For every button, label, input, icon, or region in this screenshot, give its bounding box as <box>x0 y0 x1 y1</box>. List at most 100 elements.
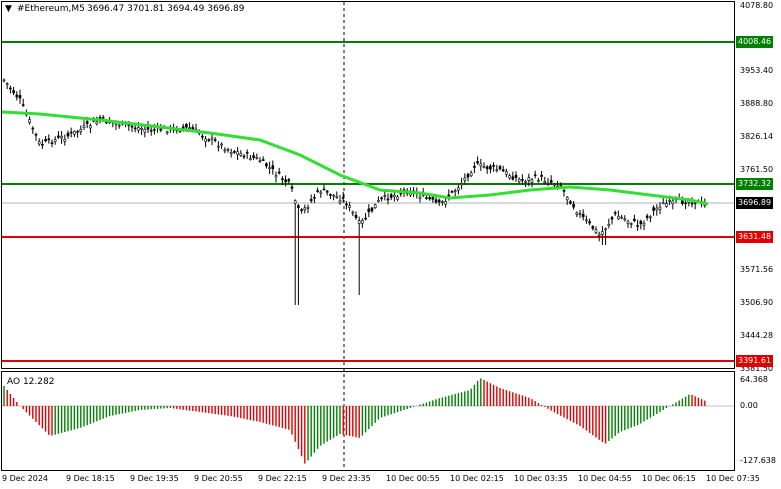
candle-body <box>348 205 351 208</box>
candle-body <box>665 203 668 207</box>
price-axis-label: 3888.80 <box>740 99 774 108</box>
price-axis-label: 3761.50 <box>740 165 774 174</box>
candle-body <box>629 223 633 225</box>
candle-body <box>645 215 649 218</box>
candle-body <box>245 151 249 154</box>
candle-body <box>572 203 575 208</box>
candle-body <box>188 127 191 130</box>
candle-body <box>444 201 447 205</box>
candle-body <box>364 217 367 220</box>
candle-body <box>149 129 153 132</box>
candle-body <box>604 228 607 231</box>
candle-body <box>585 219 588 222</box>
candle-body <box>479 163 483 167</box>
candlestick-series <box>2 78 707 305</box>
candle-body <box>613 212 617 214</box>
ao-axis-label: 64.368 <box>740 375 768 384</box>
candle-body <box>681 200 684 204</box>
candle-body <box>82 125 86 128</box>
time-axis-label: 10 Dec 06:15 <box>642 474 696 483</box>
candle-body <box>620 216 623 219</box>
price-axis-label: 4078.80 <box>740 1 774 10</box>
price-axis-label: 3571.56 <box>740 265 774 274</box>
candle-body <box>485 166 489 170</box>
candle-body <box>290 186 294 189</box>
candle-body <box>85 121 89 124</box>
candle-body <box>140 128 143 130</box>
candle-body <box>594 229 598 233</box>
candle-body <box>457 187 460 191</box>
candle-body <box>153 129 156 131</box>
candle-body <box>274 175 278 178</box>
candle-body <box>325 190 329 193</box>
time-axis-label: 10 Dec 07:35 <box>706 474 760 483</box>
candle-body <box>498 166 502 170</box>
candle-body <box>89 125 92 129</box>
time-axis-label: 10 Dec 00:55 <box>386 474 440 483</box>
candle-body <box>361 220 364 224</box>
candle-body <box>437 199 441 203</box>
level-tag-3391: 3391.61 <box>736 355 774 367</box>
candle-body <box>610 217 614 220</box>
candle-body <box>460 183 463 186</box>
time-axis-label: 9 Dec 18:15 <box>66 474 115 483</box>
price-pane[interactable] <box>1 1 735 369</box>
candle-body <box>319 191 323 194</box>
candle-body <box>284 179 287 183</box>
candle-body <box>271 165 275 169</box>
candle-body <box>2 79 6 82</box>
candle-body <box>553 183 556 186</box>
price-axis-label: 3444.28 <box>740 331 774 340</box>
candle-body <box>249 158 252 160</box>
candle-body <box>690 202 694 205</box>
dropdown-arrow-icon[interactable]: ▼ <box>5 4 12 14</box>
candle-body <box>338 200 342 203</box>
ao-indicator-pane[interactable] <box>1 371 735 471</box>
candle-body <box>332 194 335 197</box>
candle-body <box>252 155 255 158</box>
candle-body <box>117 124 121 127</box>
moving-average-line <box>1 110 709 206</box>
ao-histogram <box>3 378 706 464</box>
candle-body <box>306 207 310 209</box>
candle-body <box>76 131 79 133</box>
candle-body <box>434 199 438 203</box>
candle-body <box>57 135 60 138</box>
time-axis-label: 9 Dec 22:15 <box>258 474 307 483</box>
candle-body <box>185 124 188 128</box>
candle-body <box>386 198 390 201</box>
candle-body <box>581 213 585 218</box>
candle-body <box>137 127 140 131</box>
candle-body <box>501 169 505 172</box>
candle-body <box>44 138 47 142</box>
candle-body <box>524 180 527 183</box>
candle-body <box>207 139 211 141</box>
price-axis-label: 3506.90 <box>740 298 774 307</box>
candle-body <box>31 127 35 130</box>
candle-body <box>418 196 422 199</box>
candle-body <box>453 190 457 192</box>
candle-body <box>639 220 643 225</box>
candle-body <box>575 212 579 215</box>
candle-body <box>652 207 655 211</box>
candle-body <box>428 197 431 200</box>
candle-body <box>73 131 76 135</box>
candle-body <box>658 206 662 210</box>
candle-body <box>217 145 220 148</box>
candle-body <box>37 141 41 145</box>
level-tag-3732: 3732.32 <box>736 178 774 190</box>
candle-body <box>505 171 508 175</box>
candle-body <box>210 137 214 140</box>
candle-body <box>69 131 73 134</box>
candle-body <box>9 87 12 90</box>
candle-body <box>281 178 284 180</box>
candle-body <box>233 151 236 153</box>
candle-body <box>540 174 543 177</box>
candle-body <box>517 178 521 183</box>
candle-body <box>15 94 19 98</box>
candle-body <box>607 224 611 226</box>
candle-body <box>377 200 380 202</box>
candle-body <box>367 208 371 213</box>
candle-body <box>165 131 169 134</box>
